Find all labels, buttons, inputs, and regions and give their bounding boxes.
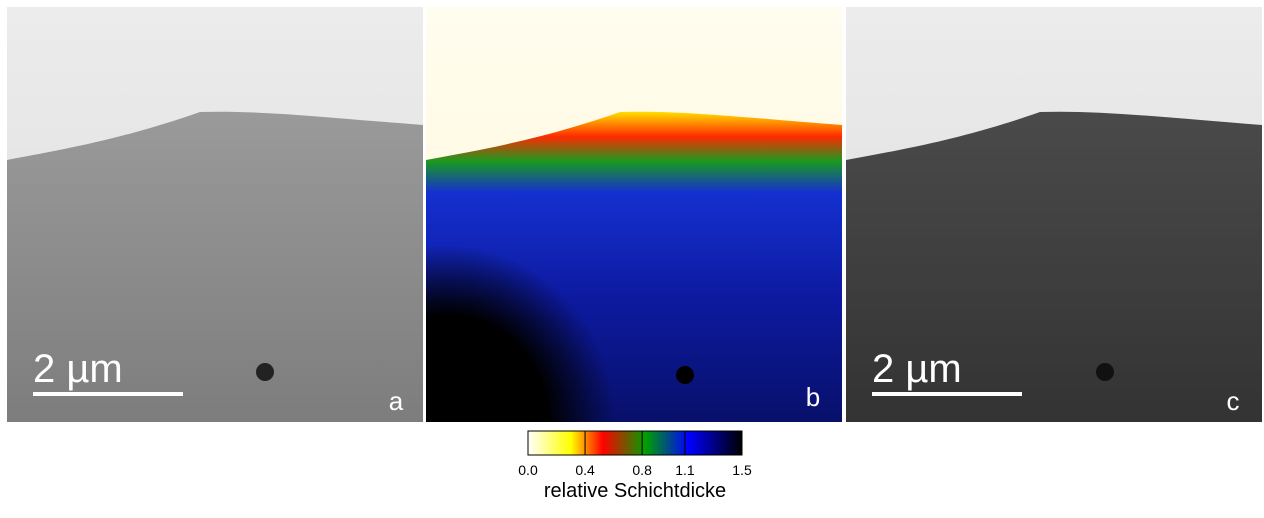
panel-a: 2 µm a <box>7 7 423 422</box>
colorbar-label: relative Schichtdicke <box>544 480 726 502</box>
figure: 2 µm a b 2 µm c relative Schichtdicke 0.… <box>0 0 1264 513</box>
panel-label: a <box>389 386 404 416</box>
scale-bar-label: 2 µm <box>872 347 962 391</box>
panel-label: c <box>1227 386 1240 416</box>
colorbar-tick-label: 0.8 <box>632 462 652 478</box>
panel-c: 2 µm c <box>846 7 1262 422</box>
colorbar-tick-label: 1.5 <box>732 462 752 478</box>
colorbar-tick-label: 0.4 <box>575 462 595 478</box>
panel-b: b <box>426 7 842 422</box>
colorbar: relative Schichtdicke 0.0 0.4 0.8 1.1 1.5 <box>518 431 752 502</box>
scale-bar-label: 2 µm <box>33 347 123 391</box>
panel-label: b <box>806 382 820 412</box>
colorbar-tick-label: 1.1 <box>675 462 695 478</box>
colorbar-tick-label: 0.0 <box>518 462 538 478</box>
